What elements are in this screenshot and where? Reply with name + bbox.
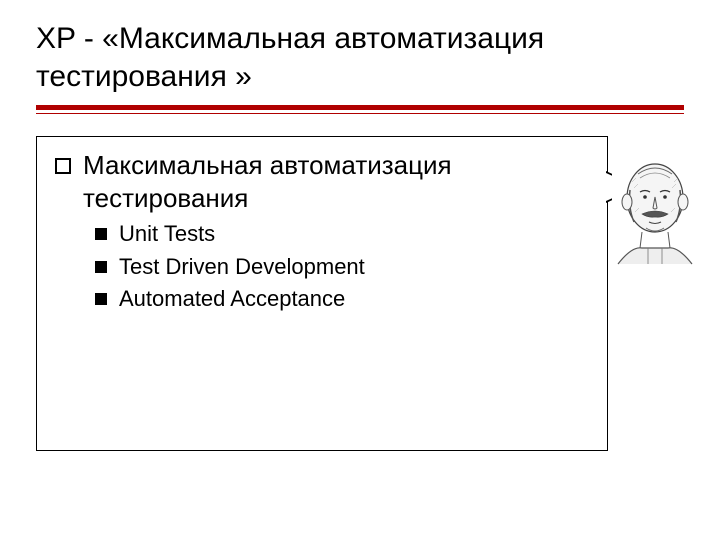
sub-bullet-text: Automated Acceptance	[119, 285, 345, 314]
square-open-bullet-icon	[55, 158, 71, 174]
main-bullet-text: Максимальная автоматизация тестирования	[83, 149, 589, 214]
callout-box: Максимальная автоматизация тестирования …	[36, 136, 608, 451]
list-item: Test Driven Development	[95, 253, 589, 282]
slide-title: XP - «Максимальная автоматизация тестиро…	[36, 20, 684, 95]
title-underline	[36, 105, 684, 114]
square-filled-bullet-icon	[95, 261, 107, 273]
list-item: Automated Acceptance	[95, 285, 589, 314]
square-filled-bullet-icon	[95, 293, 107, 305]
sub-bullet-text: Test Driven Development	[119, 253, 365, 282]
sub-bullet-text: Unit Tests	[119, 220, 215, 249]
portrait-illustration	[612, 152, 698, 266]
list-item: Максимальная автоматизация тестирования	[55, 149, 589, 214]
sub-list: Unit Tests Test Driven Development Autom…	[95, 220, 589, 314]
square-filled-bullet-icon	[95, 228, 107, 240]
list-item: Unit Tests	[95, 220, 589, 249]
slide: XP - «Максимальная автоматизация тестиро…	[0, 0, 720, 540]
